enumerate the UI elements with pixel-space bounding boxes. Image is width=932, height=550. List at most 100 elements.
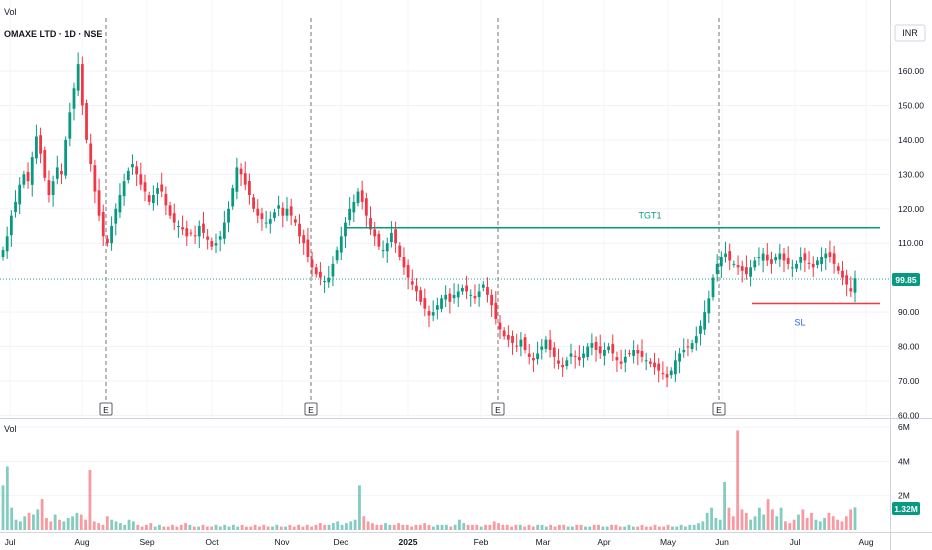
candle-body (682, 350, 686, 353)
candle-body (160, 184, 164, 192)
volume-bar (640, 524, 644, 530)
volume-bar (288, 524, 292, 530)
volume-bar (492, 521, 496, 530)
volume-bar (592, 524, 596, 530)
candle-body (632, 350, 636, 356)
candle-body (131, 164, 134, 168)
candle-body (419, 290, 423, 302)
candle-body (836, 266, 840, 271)
earnings-marker-label: E (103, 405, 109, 415)
currency-box[interactable] (894, 24, 926, 42)
volume-bar (766, 499, 770, 530)
candle-body (277, 205, 281, 209)
candle-body (222, 222, 226, 239)
volume-bar (32, 514, 35, 530)
volume-bar (231, 524, 235, 530)
volume-bar (479, 526, 483, 530)
candle-body (561, 364, 565, 368)
candle-body (427, 311, 431, 316)
price-axis[interactable]: 160.00 150.00 140.00 130.00 120.00 110.00 90.0… (898, 66, 924, 420)
earnings-marker[interactable] (491, 402, 505, 416)
volume-bar (649, 526, 653, 530)
volume-bar (653, 524, 657, 530)
volume-bar (410, 526, 414, 530)
candle-body (799, 257, 803, 263)
volume-bar (697, 523, 700, 530)
volume-bar (158, 524, 161, 530)
volume-bar (458, 519, 461, 530)
candle-body (636, 350, 640, 354)
volume-bar (531, 526, 535, 530)
candle-body (582, 353, 585, 358)
volume-axis[interactable]: 6M 4M 2M (898, 422, 910, 501)
volume-bar (831, 516, 835, 530)
grid-lines (0, 70, 890, 497)
volume-bar (453, 524, 457, 530)
volume-bar (297, 524, 300, 530)
candle-body (214, 243, 218, 246)
earnings-marker-label: E (308, 405, 314, 415)
volume-bar (184, 523, 187, 530)
price-tick-label: 160.00 (898, 66, 924, 76)
volume-bar (740, 509, 744, 530)
candle-body (143, 182, 147, 192)
candle-body (623, 356, 627, 363)
volume-bar (49, 521, 53, 530)
earnings-marker[interactable] (304, 402, 318, 416)
volume-bar (571, 526, 574, 530)
candle-body (118, 195, 122, 213)
volume-bar (605, 526, 609, 530)
candle-body (181, 227, 184, 230)
time-tick-label: Aug (74, 537, 89, 547)
time-tick-label: Jun (715, 537, 729, 547)
candle-body (757, 257, 761, 259)
volume-bar (771, 509, 774, 530)
candle-body (653, 362, 656, 368)
candle-body (55, 167, 59, 179)
time-axis[interactable]: Jul Aug Sep Oct Nov Dec 2025 Feb Mar Apr May Jun Jul… (5, 537, 874, 547)
volume-bar (118, 523, 122, 530)
volume-bar (79, 514, 83, 530)
candle-body (803, 253, 807, 261)
candle-body (811, 263, 815, 268)
volume-bar (214, 524, 218, 530)
candle-body (782, 253, 786, 261)
candle-body (795, 263, 798, 269)
candle-body (628, 353, 631, 355)
volume-bar (266, 526, 270, 530)
earnings-marker[interactable] (712, 402, 726, 416)
candle-body (469, 294, 473, 296)
candle-body (603, 350, 606, 356)
candle-body (76, 64, 80, 91)
volume-bar (727, 507, 731, 530)
candle-body (331, 263, 335, 277)
time-tick-label: Aug (858, 537, 873, 547)
candle-body (527, 353, 531, 357)
candle-body (765, 254, 769, 261)
volume-bar (318, 523, 322, 530)
time-tick-label: Oct (205, 537, 219, 547)
volume-bar (388, 524, 392, 530)
volume-bar (597, 524, 600, 530)
volume-bar (484, 524, 487, 530)
volume-bar (227, 526, 231, 530)
earnings-marker[interactable] (99, 402, 113, 416)
candle-body (93, 165, 97, 192)
candle-body (273, 212, 276, 218)
volume-bar (192, 526, 196, 530)
candle-body (586, 346, 590, 358)
candle-body (101, 212, 105, 237)
candle-body (657, 363, 661, 371)
annotation-lines: TGT1 SL (345, 211, 880, 328)
volume-bar (518, 524, 522, 530)
time-tick-label: Jul (790, 537, 801, 547)
candle-body (35, 136, 38, 159)
candle-body (14, 201, 17, 213)
volume-bar (710, 507, 713, 530)
volume-bar (84, 519, 87, 530)
candle-body (590, 343, 594, 348)
volume-bar (279, 526, 283, 530)
price-tick-label: 80.00 (898, 342, 920, 352)
volume-bar (762, 514, 766, 530)
time-tick-label: Feb (474, 537, 489, 547)
